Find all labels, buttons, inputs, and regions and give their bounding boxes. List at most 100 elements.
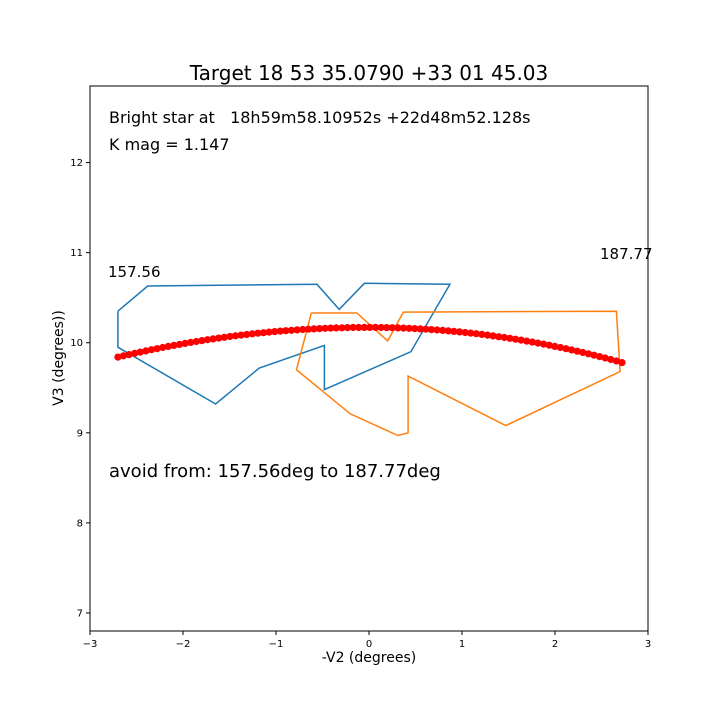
track-point <box>220 333 228 341</box>
y-axis-label: V3 (degrees)) <box>51 310 67 406</box>
track-point <box>394 324 402 332</box>
track-point <box>153 345 161 353</box>
y-tick-label: 8 <box>77 518 83 529</box>
y-tick-label: 9 <box>77 428 83 439</box>
track-point <box>612 357 621 365</box>
track-point <box>489 332 497 340</box>
track-point <box>271 328 279 336</box>
track-point <box>562 345 570 353</box>
track-point <box>254 329 262 337</box>
track-point <box>472 330 480 338</box>
track-point <box>276 327 284 335</box>
track-point <box>159 343 167 352</box>
track-point <box>551 342 559 350</box>
x-tick-label: 0 <box>366 639 372 650</box>
track-point <box>321 324 329 332</box>
track-point <box>299 325 307 334</box>
chart-marks <box>114 282 626 437</box>
track-point <box>461 328 469 337</box>
track-point <box>450 327 458 335</box>
track-point <box>483 331 492 339</box>
track-point <box>349 323 357 332</box>
track-point <box>119 352 128 360</box>
track-point <box>405 324 413 332</box>
track-point <box>579 348 587 357</box>
track-point <box>495 333 503 341</box>
track-point <box>427 326 436 334</box>
track-point <box>198 337 206 345</box>
track-point <box>192 337 200 346</box>
track-point <box>383 324 391 332</box>
track-point <box>596 353 604 361</box>
track-point <box>259 329 268 337</box>
y-tick-label: 10 <box>70 338 83 349</box>
end-angle-label: 187.77 <box>600 245 653 263</box>
track-point <box>467 329 475 337</box>
track-point <box>534 339 542 347</box>
track-point <box>114 353 122 361</box>
track-point <box>226 332 234 341</box>
track-point <box>131 349 139 357</box>
track-point <box>377 323 385 332</box>
track-point <box>327 324 335 332</box>
track-point <box>125 351 133 359</box>
track-point <box>164 342 172 350</box>
track-point <box>181 339 189 347</box>
track-point <box>315 325 324 333</box>
x-tick-label: −3 <box>83 639 98 650</box>
track-point <box>388 324 396 332</box>
kmag-annotation: K mag = 1.147 <box>109 135 230 154</box>
start-angle-label: 157.56 <box>108 263 161 281</box>
track-point <box>439 326 447 334</box>
track-point <box>601 354 609 362</box>
track-point <box>568 346 576 354</box>
track-point <box>282 327 290 335</box>
track-point <box>248 330 256 338</box>
track-point <box>528 338 536 346</box>
track-point <box>332 324 340 332</box>
track-point <box>416 325 424 333</box>
bright-star-annotation: Bright star at 18h59m58.10952s +22d48m52… <box>109 108 530 127</box>
chart-title: Target 18 53 35.0790 +33 01 45.03 <box>189 61 549 85</box>
keepout-polygon-2 <box>295 310 621 437</box>
track-point <box>618 359 626 367</box>
track-point <box>590 351 598 359</box>
track-point <box>523 337 531 345</box>
track-point <box>584 350 593 358</box>
track-point <box>355 323 363 332</box>
track-point <box>231 332 240 340</box>
track-point <box>607 355 615 364</box>
track-point <box>556 343 565 352</box>
track-point <box>500 333 508 342</box>
track-point <box>455 328 464 336</box>
track-point <box>147 346 156 354</box>
track-point <box>142 347 150 355</box>
avoid-range-annotation: avoid from: 157.56deg to 187.77deg <box>109 461 441 482</box>
track-point <box>343 324 352 332</box>
x-tick-label: −2 <box>176 639 191 650</box>
track-point <box>366 323 374 331</box>
track-point <box>506 334 514 342</box>
plot-area-frame <box>89 85 649 632</box>
track-point <box>170 341 178 349</box>
track-point <box>399 324 408 332</box>
y-tick-label: 11 <box>70 248 83 259</box>
track-point <box>338 324 346 332</box>
track-point <box>310 325 318 333</box>
y-tick-label: 7 <box>77 608 83 619</box>
x-tick-label: −1 <box>269 639 284 650</box>
keepout-polygon-1 <box>117 282 452 405</box>
track-point <box>517 336 525 344</box>
track-point <box>215 334 223 342</box>
x-axis-label: -V2 (degrees) <box>322 650 416 666</box>
track-point <box>237 331 245 339</box>
track-point <box>444 327 452 335</box>
track-point <box>265 328 273 336</box>
y-tick-label: 12 <box>70 158 83 169</box>
track-point <box>511 335 520 343</box>
track-point <box>371 323 380 331</box>
x-tick-label: 2 <box>552 639 558 650</box>
track-point <box>540 340 548 348</box>
track-point <box>433 326 441 334</box>
